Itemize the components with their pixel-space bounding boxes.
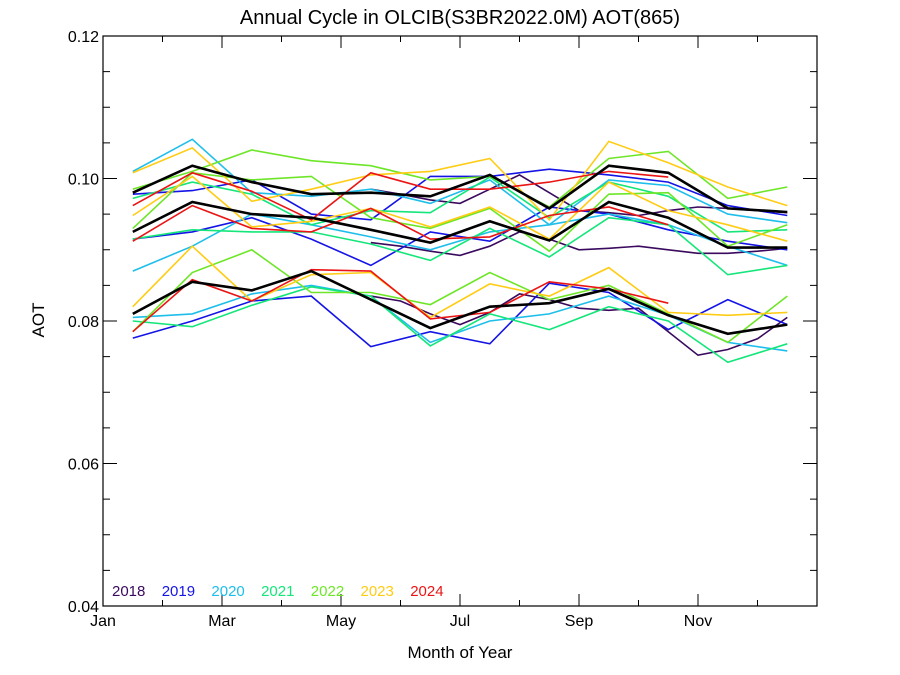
legend-entry-2022: 2022	[311, 583, 344, 600]
axes: 0.04 0.06 0.08 0.10 0.12 Jan Mar May Jul Sep Nov	[68, 29, 818, 630]
series-line-2022	[132, 149, 788, 208]
legend: 2018 2019 2020 2021 2022 2023 2024	[112, 583, 444, 600]
series-line-2020	[132, 138, 788, 226]
x-tick-label: Sep	[565, 613, 594, 630]
x-tick-label: Jul	[450, 613, 470, 630]
y-tick-label: 0.06	[68, 457, 99, 474]
x-tick-label: Mar	[208, 613, 236, 630]
mean-series-line	[132, 164, 788, 214]
series-line-2021	[132, 285, 788, 364]
x-tick-label: May	[326, 613, 356, 630]
series-line-2019	[132, 168, 788, 221]
legend-entry-2021: 2021	[261, 583, 294, 600]
y-tick-label: 0.08	[68, 314, 99, 331]
legend-entry-2020: 2020	[211, 583, 244, 600]
series-line-2024	[132, 204, 669, 242]
plot-area	[132, 138, 788, 364]
mean-series-line	[132, 200, 788, 249]
chart-title: Annual Cycle in OLCIB(S3BR2022.0M) AOT(8…	[240, 7, 680, 29]
series-line-2023	[132, 175, 788, 242]
series-line-2024	[132, 268, 669, 333]
y-tick-label: 0.04	[68, 599, 99, 616]
series-line-2022	[132, 248, 788, 344]
y-tick-label: 0.10	[68, 172, 99, 189]
y-axis-label: AOT	[29, 303, 48, 338]
series-line-2021	[132, 216, 788, 276]
y-tick-label: 0.12	[68, 29, 99, 46]
legend-entry-2024: 2024	[410, 583, 443, 600]
series-line-2023	[132, 245, 788, 319]
legend-entry-2018: 2018	[112, 583, 145, 600]
legend-entry-2019: 2019	[162, 583, 195, 600]
x-tick-label: Nov	[684, 613, 712, 630]
mean-series-line	[132, 269, 788, 336]
series-line-2019	[132, 282, 788, 348]
x-axis-label: Month of Year	[408, 643, 513, 662]
x-tick-label: Jan	[90, 613, 116, 630]
legend-entry-2023: 2023	[361, 583, 394, 600]
series-line-2023	[132, 140, 788, 222]
series-line-2024	[132, 170, 669, 221]
series-line-2018	[370, 231, 788, 257]
